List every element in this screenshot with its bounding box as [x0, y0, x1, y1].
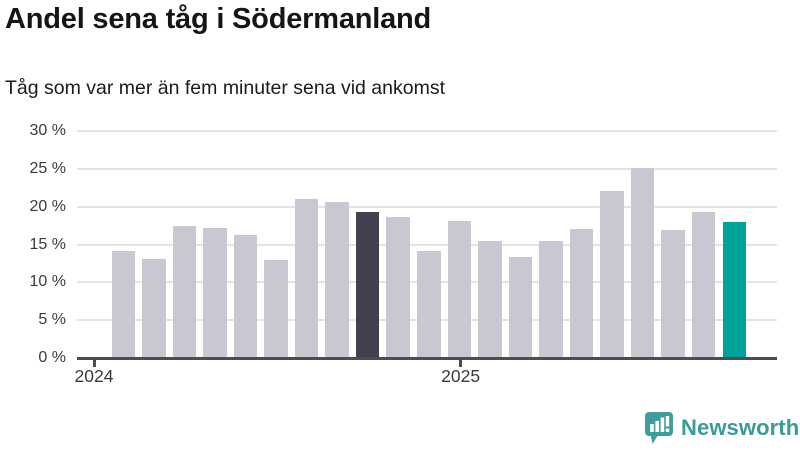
- bar-2025-04: [569, 229, 594, 358]
- x-axis-tick-label: 2025: [441, 366, 481, 386]
- bar-2025-01: [478, 241, 502, 358]
- y-axis-tick-label: 30 %: [29, 122, 66, 139]
- newsworthy-logo-icon: [644, 411, 674, 445]
- bar-2025-06: [630, 168, 655, 358]
- y-axis-tick-label: 25 %: [29, 159, 66, 177]
- x-axis-tick-label: 2024: [74, 366, 114, 386]
- gridline-25: [77, 167, 777, 170]
- bar-2024-01: [111, 251, 135, 358]
- bar-2024-07: [294, 199, 319, 358]
- y-axis-tick-label: 5 %: [38, 311, 66, 329]
- x-axis-line: [77, 357, 777, 360]
- bar-2025-03: [539, 241, 563, 358]
- chart-subtitle: Tåg som var mer än fem minuter sena vid …: [5, 77, 445, 99]
- bar-2024-10: [386, 217, 410, 358]
- x-axis-tick-2025: [459, 358, 463, 367]
- bar-2025-09: [722, 222, 746, 358]
- brand-name: Newsworthy: [681, 415, 800, 440]
- y-axis-tick-label: 10 %: [29, 273, 66, 291]
- y-axis-tick-label: 15 %: [29, 235, 66, 253]
- bar-2024-11: [417, 251, 441, 358]
- x-axis-tick-2024: [92, 358, 96, 367]
- bar-2024-06: [264, 260, 288, 358]
- bar-2024-05: [233, 235, 258, 358]
- y-axis-tick-label: 0 %: [38, 349, 66, 366]
- bar-2024-08: [325, 202, 349, 358]
- bar-2024-03: [172, 226, 197, 358]
- y-axis-tick-label: 20 %: [29, 197, 66, 215]
- bar-2024-04: [203, 228, 227, 358]
- bar-2025-07: [661, 230, 685, 358]
- bar-2024-02: [142, 259, 166, 358]
- bar-2025-08: [691, 212, 716, 358]
- chart-title: Andel sena tåg i Södermanland: [5, 3, 432, 35]
- gridline-15: [77, 243, 777, 246]
- bar-2024-12: [447, 221, 472, 358]
- bar-2024-09: [355, 212, 380, 358]
- brand-footer: Newsworthy: [644, 411, 800, 445]
- bar-2025-02: [508, 257, 533, 358]
- gridline-20: [77, 205, 777, 208]
- gridline-30: [77, 130, 777, 132]
- bar-2025-05: [600, 191, 624, 358]
